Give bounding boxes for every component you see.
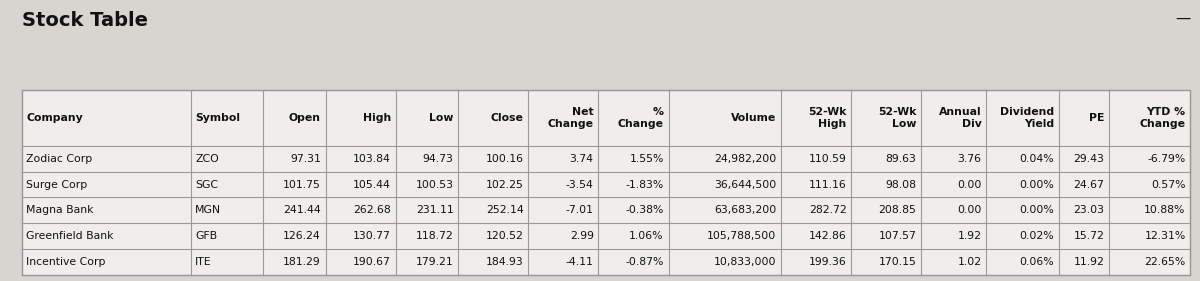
Text: SGC: SGC <box>196 180 218 189</box>
Text: Net
Change: Net Change <box>547 106 594 129</box>
Text: Zodiac Corp: Zodiac Corp <box>26 153 92 164</box>
Text: 0.00%: 0.00% <box>1020 205 1055 216</box>
Text: 2.99: 2.99 <box>570 232 594 241</box>
Text: 179.21: 179.21 <box>415 257 454 268</box>
Text: 97.31: 97.31 <box>290 153 320 164</box>
Text: 63,683,200: 63,683,200 <box>714 205 776 216</box>
Text: 1.02: 1.02 <box>958 257 982 268</box>
Text: 0.00: 0.00 <box>958 180 982 189</box>
Text: 22.65%: 22.65% <box>1145 257 1186 268</box>
Text: 100.53: 100.53 <box>415 180 454 189</box>
Text: ZCO: ZCO <box>196 153 220 164</box>
Text: 231.11: 231.11 <box>415 205 454 216</box>
Text: 142.86: 142.86 <box>809 232 846 241</box>
Text: Annual
Div: Annual Div <box>938 106 982 129</box>
Text: Volume: Volume <box>731 113 776 123</box>
Text: Company: Company <box>26 113 83 123</box>
Text: -7.01: -7.01 <box>565 205 594 216</box>
Text: 10.88%: 10.88% <box>1145 205 1186 216</box>
Text: Magna Bank: Magna Bank <box>26 205 94 216</box>
Text: 11.92: 11.92 <box>1073 257 1104 268</box>
Text: 3.76: 3.76 <box>958 153 982 164</box>
Text: 29.43: 29.43 <box>1073 153 1104 164</box>
Text: 1.55%: 1.55% <box>629 153 664 164</box>
Text: 184.93: 184.93 <box>486 257 523 268</box>
Text: 24,982,200: 24,982,200 <box>714 153 776 164</box>
Text: 89.63: 89.63 <box>886 153 917 164</box>
Text: Greenfield Bank: Greenfield Bank <box>26 232 114 241</box>
Text: 0.57%: 0.57% <box>1151 180 1186 189</box>
Text: -6.79%: -6.79% <box>1147 153 1186 164</box>
Text: 105.44: 105.44 <box>353 180 391 189</box>
Text: 52-Wk
Low: 52-Wk Low <box>878 106 917 129</box>
Text: 98.08: 98.08 <box>886 180 917 189</box>
Text: 0.00: 0.00 <box>958 205 982 216</box>
Text: 282.72: 282.72 <box>809 205 846 216</box>
Text: 1.06%: 1.06% <box>629 232 664 241</box>
Text: 105,788,500: 105,788,500 <box>707 232 776 241</box>
Text: 0.04%: 0.04% <box>1020 153 1055 164</box>
FancyBboxPatch shape <box>22 90 1190 275</box>
Text: High: High <box>362 113 391 123</box>
Text: 15.72: 15.72 <box>1073 232 1104 241</box>
Text: 118.72: 118.72 <box>415 232 454 241</box>
Text: -1.83%: -1.83% <box>625 180 664 189</box>
Text: Surge Corp: Surge Corp <box>26 180 88 189</box>
Text: 3.74: 3.74 <box>570 153 594 164</box>
Text: 94.73: 94.73 <box>422 153 454 164</box>
Text: -0.87%: -0.87% <box>625 257 664 268</box>
Text: 262.68: 262.68 <box>353 205 391 216</box>
Text: -3.54: -3.54 <box>566 180 594 189</box>
Text: ITE: ITE <box>196 257 212 268</box>
Text: 120.52: 120.52 <box>486 232 523 241</box>
Text: YTD %
Change: YTD % Change <box>1140 106 1186 129</box>
Text: -4.11: -4.11 <box>566 257 594 268</box>
Text: 170.15: 170.15 <box>878 257 917 268</box>
Text: —: — <box>1175 11 1190 26</box>
Text: 252.14: 252.14 <box>486 205 523 216</box>
Text: 103.84: 103.84 <box>353 153 391 164</box>
Text: 110.59: 110.59 <box>809 153 846 164</box>
Text: 100.16: 100.16 <box>486 153 523 164</box>
Text: 1.92: 1.92 <box>958 232 982 241</box>
Text: Incentive Corp: Incentive Corp <box>26 257 106 268</box>
Text: 181.29: 181.29 <box>283 257 320 268</box>
Text: 190.67: 190.67 <box>353 257 391 268</box>
Text: Close: Close <box>491 113 523 123</box>
Text: Open: Open <box>289 113 320 123</box>
Text: 24.67: 24.67 <box>1073 180 1104 189</box>
Text: Stock Table: Stock Table <box>22 11 148 30</box>
Text: Symbol: Symbol <box>196 113 240 123</box>
Text: 12.31%: 12.31% <box>1145 232 1186 241</box>
Text: 10,833,000: 10,833,000 <box>714 257 776 268</box>
Text: 111.16: 111.16 <box>809 180 846 189</box>
Text: GFB: GFB <box>196 232 217 241</box>
Text: 101.75: 101.75 <box>283 180 320 189</box>
Text: 208.85: 208.85 <box>878 205 917 216</box>
Text: PE: PE <box>1088 113 1104 123</box>
Text: 130.77: 130.77 <box>353 232 391 241</box>
Text: 126.24: 126.24 <box>283 232 320 241</box>
Text: %
Change: % Change <box>618 106 664 129</box>
Text: 199.36: 199.36 <box>809 257 846 268</box>
Text: 0.06%: 0.06% <box>1020 257 1055 268</box>
Text: MGN: MGN <box>196 205 222 216</box>
Text: Low: Low <box>430 113 454 123</box>
Text: 102.25: 102.25 <box>486 180 523 189</box>
Text: 52-Wk
High: 52-Wk High <box>808 106 846 129</box>
Text: -0.38%: -0.38% <box>625 205 664 216</box>
Text: 107.57: 107.57 <box>878 232 917 241</box>
Text: 0.00%: 0.00% <box>1020 180 1055 189</box>
Text: 23.03: 23.03 <box>1073 205 1104 216</box>
Text: 241.44: 241.44 <box>283 205 320 216</box>
Text: 0.02%: 0.02% <box>1020 232 1055 241</box>
Text: 36,644,500: 36,644,500 <box>714 180 776 189</box>
Text: Dividend
Yield: Dividend Yield <box>1000 106 1055 129</box>
